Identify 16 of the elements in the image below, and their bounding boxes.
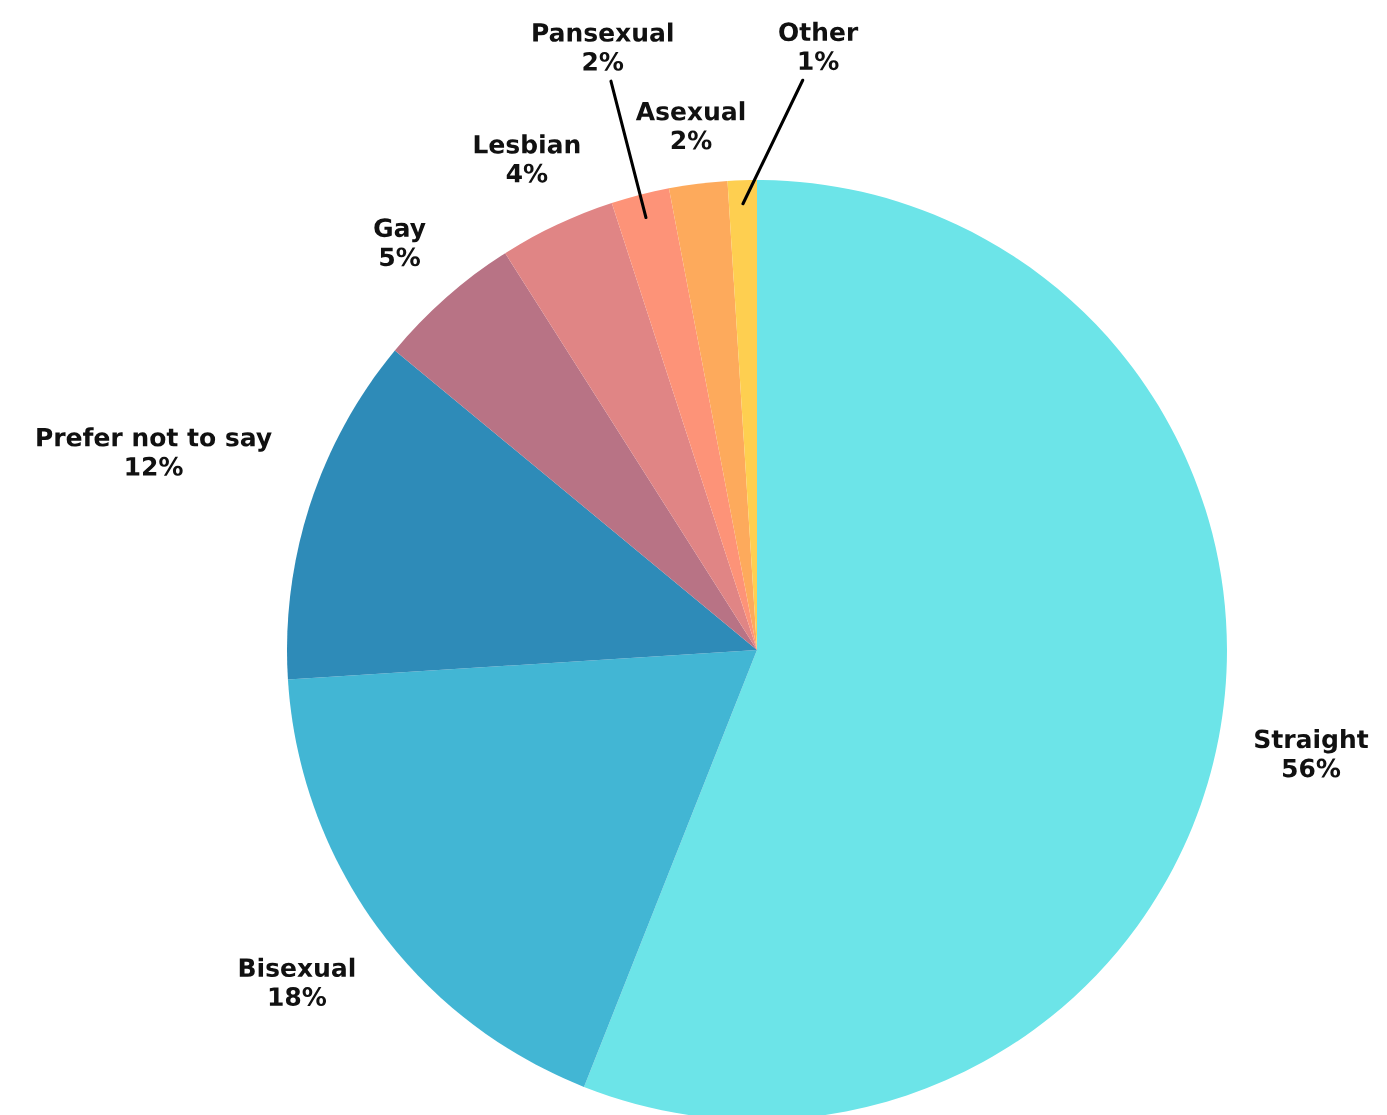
slice-label: Asexual (635, 101, 745, 121)
slice-label: Bisexual (239, 957, 355, 978)
data-label: 18% (269, 987, 327, 1006)
slice-label: Pansexual (533, 22, 673, 42)
slice-label: Prefer not to say (37, 427, 272, 452)
slice-label: Other (779, 21, 859, 42)
data-label: 56% (1283, 758, 1341, 778)
data-label: 5% (380, 247, 420, 267)
data-label: 1% (799, 51, 839, 71)
data-label: 2% (583, 51, 624, 71)
slice-label: Lesbian (474, 134, 580, 154)
slice-label: Straight (1255, 729, 1369, 754)
data-label: 2% (671, 130, 712, 150)
data-label: 4% (506, 163, 548, 183)
slice-label: Gay (374, 218, 426, 243)
data-label: 12% (126, 456, 183, 476)
